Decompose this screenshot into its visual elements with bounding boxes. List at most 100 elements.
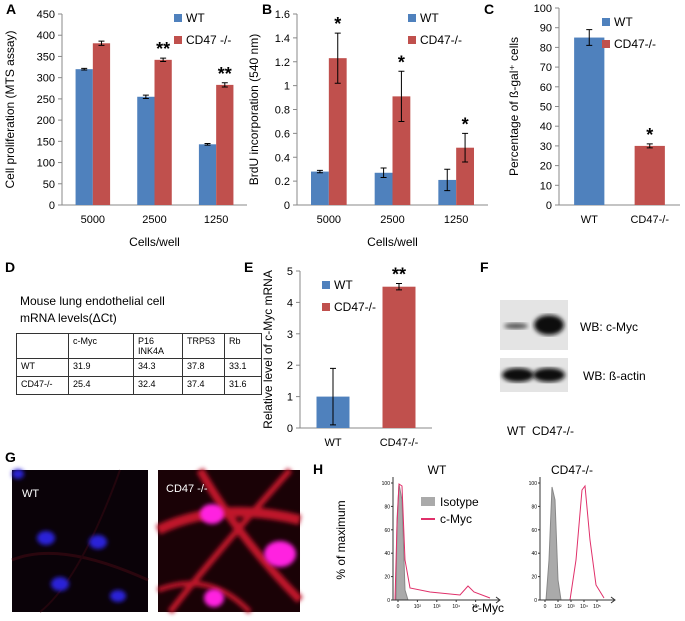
- y-tick-label: 0.8: [275, 105, 290, 117]
- image-label: WT: [22, 488, 39, 500]
- panel-label: G: [5, 449, 16, 465]
- bar: [311, 171, 329, 205]
- error-bar: [380, 167, 387, 179]
- bar: [456, 147, 474, 205]
- y-tick-label: 1: [287, 392, 293, 404]
- bar: [392, 96, 411, 205]
- bar: [374, 172, 393, 205]
- y-tick-label: 60: [540, 82, 552, 94]
- y-tick-label: 1: [284, 81, 290, 93]
- y-tick-label: 90: [540, 23, 552, 35]
- legend-label: CD47-/-: [420, 33, 462, 47]
- y-tick-label: 100: [534, 3, 552, 15]
- histogram: [569, 484, 605, 601]
- error-bar: [98, 40, 105, 46]
- panel-label: E: [244, 259, 253, 275]
- lane-label: CD47-/-: [532, 424, 574, 438]
- band: [504, 323, 528, 329]
- y-tick-label: 80: [384, 504, 390, 510]
- table-cell: 31.6: [224, 376, 262, 395]
- legend-label: CD47-/-: [334, 300, 376, 314]
- legend-swatch: [421, 497, 435, 506]
- y-tick-label: 20: [540, 161, 552, 173]
- y-tick-label: 4: [287, 297, 293, 309]
- x-tick-label: 10⁵: [593, 604, 601, 610]
- error-bar: [586, 29, 593, 46]
- y-tick-label: 40: [384, 551, 390, 557]
- bar: [382, 286, 416, 428]
- significance: *: [646, 125, 653, 145]
- panel-label: D: [5, 259, 15, 275]
- bar: [154, 59, 172, 206]
- panel-label: B: [262, 1, 272, 17]
- y-tick-label: 80: [531, 504, 537, 510]
- x-tick-label: 10⁴: [452, 604, 460, 610]
- bar: [634, 145, 665, 205]
- legend-swatch: [602, 40, 610, 48]
- axis-label: c-Myc: [472, 601, 504, 615]
- bar: [198, 144, 217, 205]
- histogram: [545, 486, 562, 601]
- error-bar: [204, 142, 211, 146]
- band: [502, 368, 534, 382]
- legend-swatch: [174, 36, 182, 44]
- data-table: c-Myc P16 INK4A TRP53 Rb WT 31.9 34.3 37.8 3…: [16, 333, 262, 395]
- y-tick-label: 0: [387, 598, 390, 604]
- bar: [75, 69, 93, 205]
- x-tick-label: 10³: [433, 604, 441, 610]
- y-tick-label: 30: [540, 141, 552, 153]
- panel-label: F: [480, 259, 489, 275]
- legend-label: Isotype: [440, 495, 479, 509]
- nuclei: [12, 469, 126, 602]
- legend-label: c-Myc: [440, 512, 472, 526]
- y-tick-label: 60: [531, 528, 537, 534]
- x-axis-label: Cells/well: [129, 235, 180, 249]
- y-tick-label: 400: [37, 30, 55, 42]
- y-tick-label: 40: [540, 121, 552, 133]
- error-bar: [160, 57, 167, 63]
- y-tick-label: 2: [287, 360, 293, 372]
- legend-label: CD47-/-: [614, 37, 656, 51]
- y-tick-label: 1.2: [275, 57, 290, 69]
- error-bar: [396, 283, 402, 291]
- band: [534, 315, 564, 335]
- y-axis-label: Relative level of c-Myc mRNA: [261, 270, 275, 429]
- significance: **: [218, 64, 232, 84]
- legend-label: WT: [614, 15, 633, 29]
- x-tick-label: WT: [324, 437, 341, 449]
- y-tick-label: 0.6: [275, 128, 290, 140]
- y-tick-label: 0: [546, 200, 552, 212]
- axis-label: % of maximum: [334, 500, 348, 579]
- y-tick-label: 70: [540, 62, 552, 74]
- lane-label: WT: [507, 424, 526, 438]
- x-tick-label: 10³: [567, 604, 575, 610]
- y-axis-label: Percentage of ß-gal⁺ cells: [507, 37, 521, 176]
- panel-label: H: [313, 461, 323, 477]
- significance: **: [156, 39, 170, 59]
- legend-label: WT: [186, 11, 205, 25]
- bar: [574, 37, 605, 205]
- y-tick-label: 80: [540, 42, 552, 54]
- y-tick-label: 100: [529, 481, 538, 487]
- legend-label: CD47 -/-: [186, 33, 231, 47]
- title-line: Mouse lung endothelial cell: [20, 294, 165, 308]
- band: [533, 368, 565, 382]
- bar: [216, 84, 234, 205]
- y-tick-label: 20: [531, 575, 537, 581]
- image: [12, 470, 148, 612]
- significance: **: [392, 265, 406, 285]
- y-tick-label: 40: [531, 551, 537, 557]
- y-tick-label: 0: [287, 423, 293, 435]
- x-tick-label: 10²: [414, 604, 422, 610]
- x-tick-label: 10⁴: [580, 604, 588, 610]
- significance: *: [462, 114, 469, 134]
- y-tick-label: 100: [382, 481, 391, 487]
- blot-label: WB: c-Myc: [580, 320, 638, 334]
- table-title: Mouse lung endothelial cell mRNA levels(…: [20, 293, 165, 327]
- legend-swatch: [322, 281, 330, 289]
- legend-swatch: [174, 14, 182, 22]
- legend-swatch: [408, 14, 416, 22]
- y-tick-label: 1.4: [275, 33, 290, 45]
